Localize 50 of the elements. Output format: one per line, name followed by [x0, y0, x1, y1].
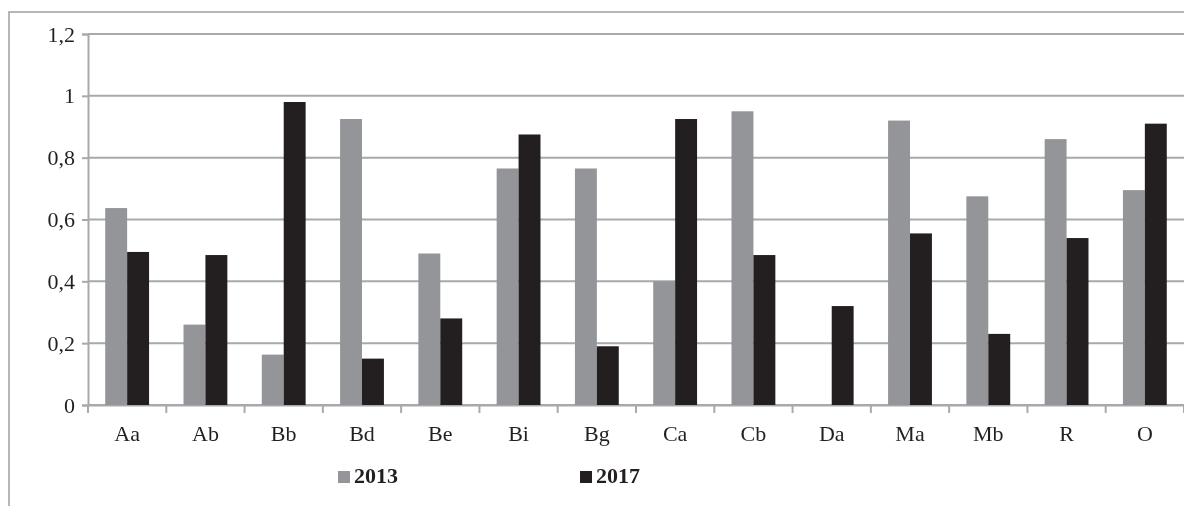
- bar: [574, 168, 597, 405]
- bar: [205, 255, 228, 405]
- x-tick-label: Da: [818, 421, 845, 446]
- x-tick-label: Bb: [270, 421, 297, 446]
- bar: [261, 354, 284, 405]
- bar: [910, 233, 932, 405]
- bar: [127, 251, 150, 405]
- bar: [1122, 190, 1145, 405]
- bar: [731, 111, 754, 405]
- y-tick-label: 1: [64, 83, 75, 109]
- y-tick-label: 0,6: [47, 207, 75, 233]
- x-tick-label: Bg: [584, 421, 610, 446]
- x-tick-label: R: [1059, 421, 1075, 446]
- bar: [966, 196, 989, 405]
- x-tick-label: Mb: [973, 421, 1004, 446]
- bar: [1066, 238, 1089, 405]
- bar: [440, 318, 463, 405]
- bar: [1044, 139, 1067, 405]
- y-tick-label: 1,2: [47, 21, 75, 47]
- x-tick-label: Ma: [895, 421, 925, 446]
- bar: [753, 255, 776, 405]
- bar: [183, 324, 206, 405]
- y-tick-label: 0,8: [47, 145, 75, 171]
- bar: [675, 119, 698, 405]
- x-tick-label: O: [1136, 421, 1153, 446]
- y-tick-label: 0,4: [47, 268, 75, 294]
- x-tick-label: Ca: [662, 421, 688, 446]
- bar: [1144, 123, 1167, 405]
- x-tick-label: Be: [428, 421, 453, 446]
- bar: [831, 306, 854, 405]
- x-tick-label: Aa: [114, 421, 141, 446]
- bar: [496, 168, 519, 405]
- bar: [418, 253, 441, 405]
- x-tick-label: Ab: [191, 421, 219, 446]
- bar: [105, 208, 128, 405]
- bar: [988, 333, 1011, 405]
- bar: [283, 102, 306, 405]
- x-tick-label: Bd: [349, 421, 375, 446]
- x-tick-label: Bi: [508, 421, 529, 446]
- y-tick-label: 0,2: [47, 330, 75, 356]
- bar: [518, 134, 541, 405]
- y-tick-label: 0: [64, 392, 75, 418]
- legend-label: 2017: [596, 463, 640, 488]
- legend-label: 2013: [354, 463, 398, 488]
- bar: [888, 120, 910, 405]
- bar: [596, 346, 619, 405]
- bar: [653, 281, 676, 405]
- bar: [340, 119, 362, 405]
- bar: [362, 358, 384, 405]
- x-tick-label: Cb: [740, 421, 767, 446]
